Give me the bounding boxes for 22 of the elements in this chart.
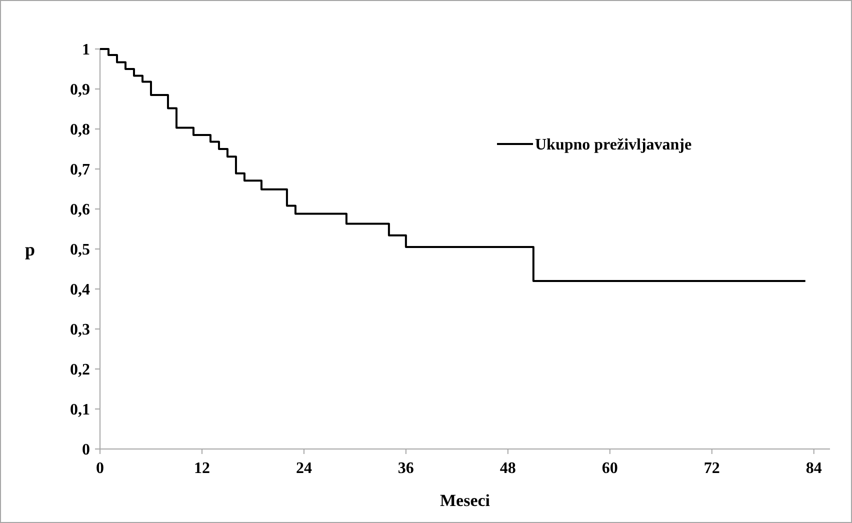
x-tick-label: 36 [398,460,414,477]
y-tick-label: 1 [82,42,90,59]
x-tick-label: 60 [602,460,618,477]
y-tick-label: 0,7 [70,162,90,179]
y-tick-label: 0,6 [70,202,90,219]
y-tick-label: 0,2 [70,362,90,379]
y-tick-label: 0,4 [70,282,90,299]
y-tick-label: 0,1 [70,402,90,419]
y-tick-label: 0,5 [70,242,90,259]
y-axis-title: p [24,239,36,260]
y-tick-label: 0,9 [70,82,90,99]
y-tick-label: 0,8 [70,122,90,139]
x-tick-label: 12 [194,460,210,477]
y-tick-label: 0,3 [70,322,90,339]
x-tick-label: 48 [500,460,516,477]
x-tick-label: 72 [704,460,720,477]
y-tick-label: 0 [82,442,90,459]
x-tick-label: 0 [96,460,104,477]
x-tick-label: 24 [296,460,312,477]
x-tick-label: 84 [806,460,822,477]
legend-label: Ukupno preživljavanje [535,136,692,154]
x-axis-title: Meseci [440,491,490,510]
